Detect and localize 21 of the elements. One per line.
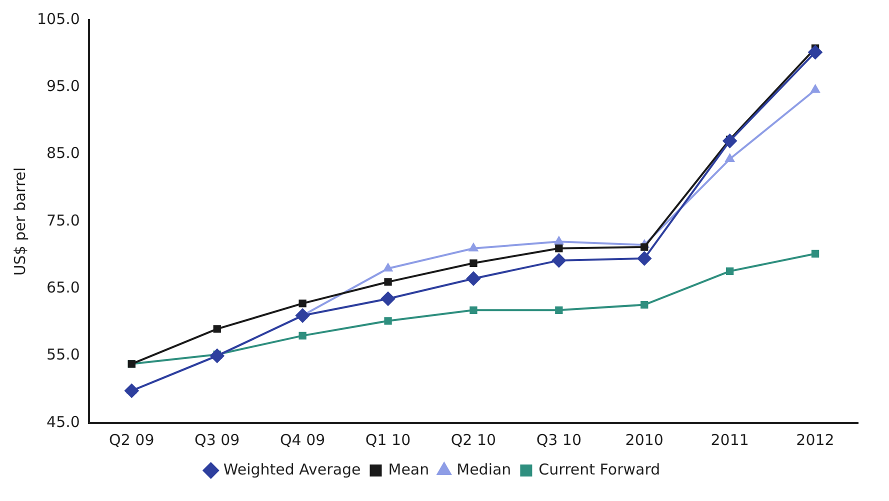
legend-label: Weighted Average bbox=[223, 460, 361, 478]
legend-label: Current Forward bbox=[538, 460, 660, 478]
x-tick-label: 2011 bbox=[710, 430, 749, 449]
legend-label: Mean bbox=[388, 460, 430, 478]
y-tick-label: 65.0 bbox=[46, 278, 80, 297]
y-tick-label: 95.0 bbox=[46, 77, 80, 96]
y-tick-label: 105.0 bbox=[36, 10, 80, 28]
x-tick-label: Q3 09 bbox=[194, 430, 240, 449]
y-tick-label: 85.0 bbox=[46, 144, 80, 162]
x-tick-label: Q1 10 bbox=[365, 430, 411, 449]
y-tick-label: 75.0 bbox=[46, 211, 80, 230]
x-tick-label: Q3 10 bbox=[536, 430, 582, 449]
x-tick-label: 2010 bbox=[625, 430, 664, 449]
x-tick-label: Q2 09 bbox=[109, 430, 154, 449]
x-tick-label: Q4 09 bbox=[280, 430, 326, 449]
y-axis-title: US$ per barrel bbox=[10, 167, 29, 276]
legend-label: Median bbox=[456, 460, 512, 478]
x-tick-label: 2012 bbox=[796, 430, 834, 449]
y-tick-label: 45.0 bbox=[46, 412, 80, 431]
x-tick-label: Q2 10 bbox=[450, 430, 496, 449]
y-tick-label: 55.0 bbox=[46, 346, 80, 364]
